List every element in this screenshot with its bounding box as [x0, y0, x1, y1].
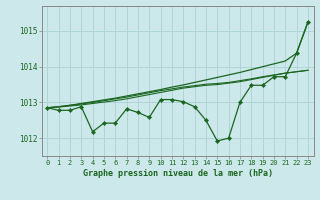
- X-axis label: Graphe pression niveau de la mer (hPa): Graphe pression niveau de la mer (hPa): [83, 169, 273, 178]
